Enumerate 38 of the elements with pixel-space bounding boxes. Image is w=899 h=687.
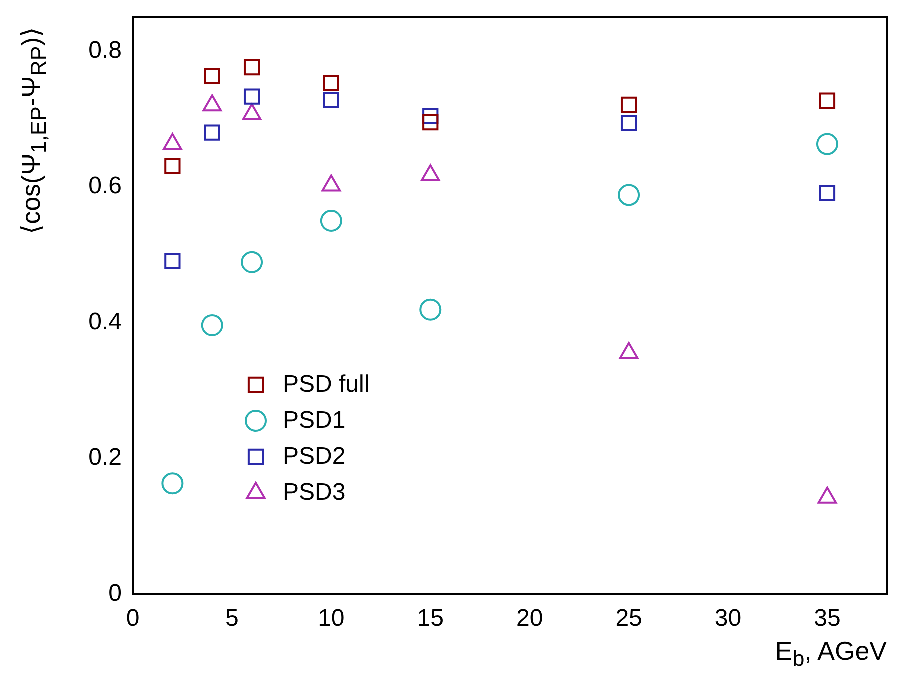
x-tick-label: 30 <box>714 605 742 632</box>
point <box>816 133 838 156</box>
point <box>323 75 340 92</box>
point <box>618 184 640 206</box>
point <box>204 124 220 141</box>
legend-label: PSD3 <box>283 479 346 508</box>
point <box>320 210 342 232</box>
x-tick-label: 0 <box>126 605 140 632</box>
point <box>819 92 836 109</box>
point <box>819 185 836 202</box>
x-tick-label: 35 <box>814 605 841 632</box>
point <box>164 158 181 174</box>
legend-label: PSD full <box>283 371 370 400</box>
point <box>323 92 340 108</box>
y-tick-label: 0.6 <box>88 172 122 200</box>
point <box>162 472 184 495</box>
point <box>422 114 439 131</box>
x-tick-label: 20 <box>516 605 544 632</box>
legend-label: PSD2 <box>283 443 346 472</box>
x-tick-label: 5 <box>226 605 239 632</box>
point <box>164 252 181 270</box>
x-tick-label: 10 <box>318 605 345 632</box>
point <box>241 251 264 274</box>
point <box>420 298 442 321</box>
y-tick-label: 0.4 <box>88 308 122 336</box>
y-tick-label: 0.2 <box>88 444 122 472</box>
x-tick-label: 15 <box>417 605 444 632</box>
legend-label: PSD1 <box>283 407 346 436</box>
point <box>244 88 260 105</box>
y-tick-label: 0.8 <box>88 36 122 64</box>
point <box>620 115 638 132</box>
x-axis-title: E$_{b}$, AGeV <box>775 636 887 672</box>
point <box>244 60 260 76</box>
y-tick-label: 0 <box>108 580 122 607</box>
point <box>201 314 224 336</box>
point <box>204 68 220 85</box>
point <box>620 96 638 114</box>
x-tick-label: 25 <box>616 605 642 632</box>
